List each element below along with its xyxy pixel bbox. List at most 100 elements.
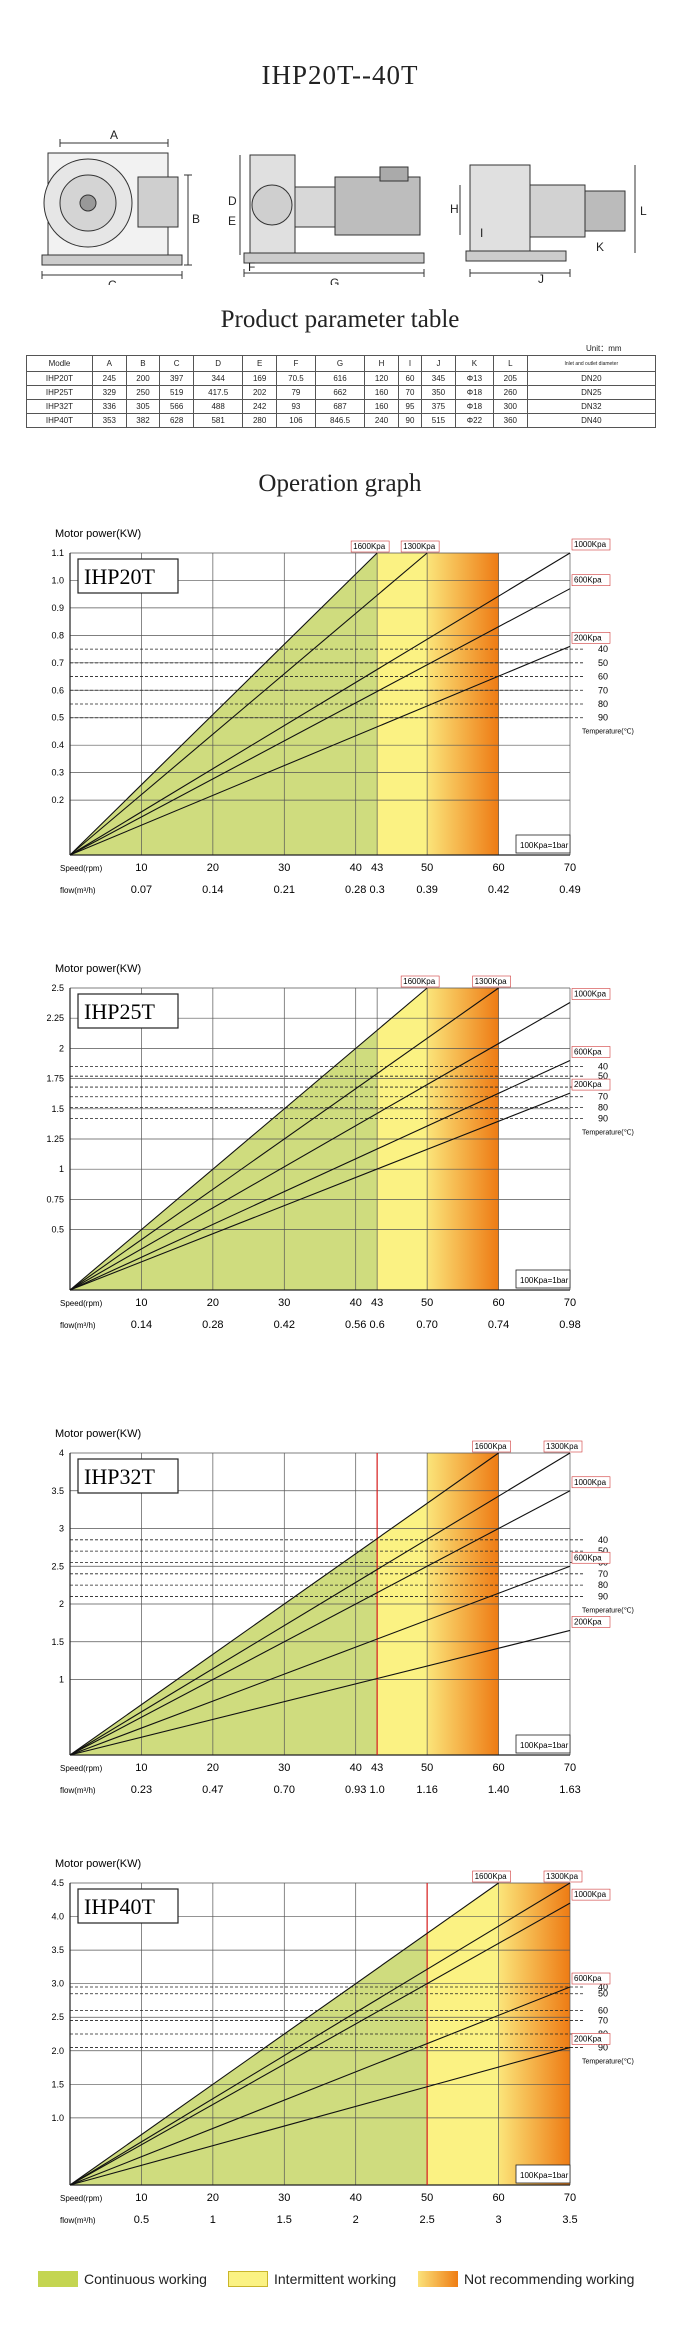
y-tick-label: 3.5 (51, 1486, 64, 1496)
y-tick-label: 2.5 (51, 2012, 64, 2022)
temperature-label: 90 (598, 1113, 608, 1123)
temperature-axis-label: Temperature(℃) (582, 1607, 634, 1614)
speed-tick-label: 40 (350, 862, 362, 874)
y-tick-label: 1.25 (46, 1134, 64, 1144)
table-cell: IHP25T (26, 385, 93, 400)
table-cell: 628 (159, 413, 194, 428)
table-cell: 260 (492, 385, 528, 400)
flow-tick-label: 0.74 (488, 1319, 509, 1331)
note-box (515, 834, 571, 854)
series-label-box (543, 1440, 583, 1453)
temperature-label: 70 (598, 1569, 608, 1579)
note-box (515, 2164, 571, 2184)
series-line-1300kpa (69, 552, 428, 856)
flow-tick-label: 0.5 (134, 2214, 149, 2226)
y-tick-label: 1.0 (51, 2113, 64, 2123)
table-cell: 350 (421, 385, 456, 400)
speed-axis-label: Speed(rpm) (60, 1299, 103, 1308)
y-tick-label: 1.1 (51, 548, 64, 558)
flow-tick-label: 0.39 (416, 884, 437, 896)
flow-tick-label: 0.21 (274, 884, 295, 896)
temperature-label: 50 (598, 1989, 608, 1999)
series-line-600kpa (69, 1059, 571, 1291)
temperature-label: 70 (598, 685, 608, 695)
legend-swatch-continuous (38, 2271, 78, 2287)
speed-tick-label: 20 (207, 1297, 219, 1309)
table-header-cell: K (454, 355, 494, 372)
table-cell: 169 (242, 371, 277, 386)
table-cell: 240 (364, 413, 399, 428)
region-not-recommended (498, 1883, 570, 2185)
speed-tick-label: 10 (135, 862, 147, 874)
series-label: 1300Kpa (546, 1442, 579, 1451)
table-cell: 90 (397, 413, 423, 428)
table-header-cell: C (159, 355, 194, 372)
table-header-cell: A (91, 355, 127, 372)
series-label: 1600Kpa (475, 1872, 508, 1881)
series-line-1000kpa (69, 1490, 571, 1756)
dimension-drawings: A B C DE F G H I J K L (41, 128, 647, 285)
front-view-drawing (41, 139, 192, 279)
dimension-letter-e: E (228, 214, 236, 228)
series-label: 600Kpa (574, 1974, 602, 1983)
flow-tick-label: 0.47 (202, 1784, 223, 1796)
flow-tick-label: 0.42 (488, 884, 509, 896)
table-cell: 60 (397, 371, 423, 386)
table-cell: 417.5 (192, 385, 244, 400)
speed-tick-label: 43 (371, 1762, 383, 1774)
flow-axis-label: flow(m³/h) (60, 886, 96, 895)
y-tick-label: 0.3 (51, 768, 64, 778)
table-header-cell: B (125, 355, 161, 372)
temperature-axis-label: Temperature(℃) (582, 729, 634, 736)
series-label: 1300Kpa (475, 977, 508, 986)
table-cell: 106 (275, 413, 316, 428)
y-tick-label: 1.75 (46, 1074, 64, 1084)
table-cell: 93 (275, 399, 316, 414)
y-axis-label: Motor power(KW) (55, 963, 141, 975)
y-tick-label: 0.7 (51, 658, 64, 668)
table-cell: 662 (314, 385, 366, 400)
series-label: 600Kpa (574, 1047, 602, 1056)
temperature-label: 50 (598, 1546, 608, 1556)
table-header-row: Modle A B C D E F G H I J K L Inlet and outlet diamet… (26, 355, 657, 372)
table-cell: 488 (192, 399, 244, 414)
legend-label-intermittent: Intermittent working (274, 2271, 397, 2287)
temperature-label: 80 (598, 699, 608, 709)
y-tick-label: 2 (59, 1599, 64, 1609)
legend-continuous: Continuous working (38, 2271, 207, 2287)
y-tick-label: 0.5 (51, 1225, 64, 1235)
series-label: 1600Kpa (353, 542, 386, 551)
series-label-box (571, 632, 611, 644)
speed-tick-label: 30 (278, 862, 290, 874)
table-header-cell: L (492, 355, 528, 372)
temperature-label: 80 (598, 1580, 608, 1590)
series-label-box (472, 1870, 511, 1883)
side-view-drawing (239, 154, 425, 277)
speed-tick-label: 10 (135, 2192, 147, 2204)
table-cell: 79 (275, 385, 316, 400)
speed-tick-label: 70 (564, 1297, 576, 1309)
speed-axis-label: Speed(rpm) (60, 864, 103, 873)
series-label-box (543, 1870, 583, 1883)
flow-tick-label: 1.63 (559, 1784, 580, 1796)
legend-swatch-not-recommended (418, 2271, 458, 2287)
note-label: 100Kpa=1bar (520, 2171, 569, 2180)
speed-tick-label: 50 (421, 1297, 433, 1309)
temperature-label: 40 (598, 1535, 608, 1545)
table-header-cell: I (397, 355, 423, 372)
table-cell: Φ22 (454, 413, 494, 428)
flow-tick-label: 0.6 (369, 1319, 384, 1331)
table-cell: 242 (242, 399, 277, 414)
series-line-1300kpa (69, 987, 499, 1291)
table-cell: 245 (91, 371, 127, 386)
temperature-label: 60 (598, 2006, 608, 2016)
temperature-label: 40 (598, 1982, 608, 1992)
table-cell: DN32 (526, 399, 657, 414)
flow-tick-label: 0.56 (345, 1319, 366, 1331)
table-cell: 205 (492, 371, 528, 386)
series-line-1300kpa (69, 1452, 571, 1756)
y-tick-label: 1.5 (51, 1104, 64, 1114)
series-label-box (571, 538, 611, 551)
flow-tick-label: 2.5 (419, 2214, 434, 2226)
note-label: 100Kpa=1bar (520, 841, 569, 850)
